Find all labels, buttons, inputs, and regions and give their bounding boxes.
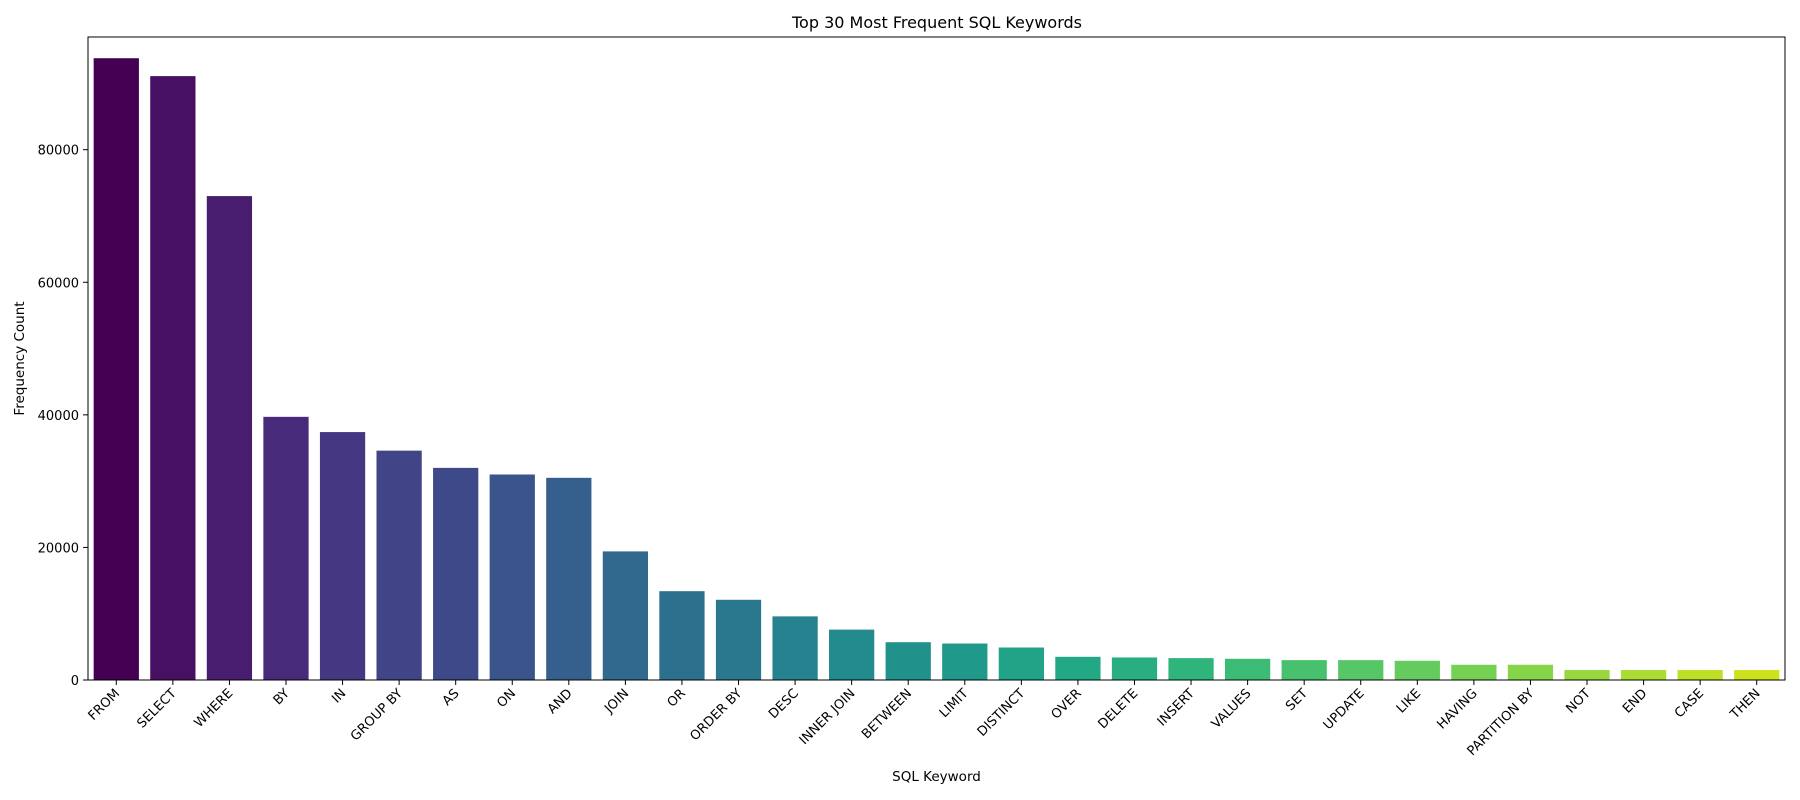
plot-frame	[87, 36, 1786, 681]
x-tick-label: JOIN	[601, 686, 632, 717]
x-tick-label: DELETE	[1095, 686, 1141, 732]
y-tick-label: 40000	[38, 409, 79, 424]
bar-from	[93, 58, 139, 680]
bar-over	[1055, 656, 1101, 680]
x-tick-label: ORDER BY	[687, 686, 745, 744]
x-tick-label: SELECT	[134, 686, 179, 731]
y-tick-label: 20000	[38, 541, 79, 556]
bar-inner-join	[829, 629, 875, 680]
bar-having	[1451, 664, 1497, 680]
y-tick-label: 60000	[38, 276, 79, 291]
bars-group	[93, 58, 1780, 681]
x-tick-label: DISTINCT	[975, 686, 1029, 740]
bar-values	[1224, 658, 1271, 680]
x-tick-label: FROM	[86, 686, 123, 723]
bar-update	[1338, 660, 1384, 680]
x-tick-label: END	[1620, 686, 1650, 716]
x-tick-label: ON	[494, 686, 519, 711]
bar-set	[1281, 660, 1327, 680]
bar-then	[1734, 670, 1780, 680]
x-tick-label: BY	[271, 686, 293, 708]
x-tick-label: INSERT	[1155, 686, 1198, 729]
x-tick-label: AS	[440, 686, 463, 709]
y-axis-ticks: 0 20000 40000 60000 80000	[38, 144, 88, 689]
bar-insert	[1168, 658, 1214, 680]
bar-order-by	[715, 599, 762, 680]
bar-like	[1394, 660, 1440, 680]
x-axis-label: SQL Keyword	[892, 769, 981, 785]
bar-delete	[1111, 657, 1158, 680]
x-tick-label: BETWEEN	[859, 686, 915, 742]
bar-select	[150, 76, 196, 681]
bar-partition-by	[1507, 664, 1554, 680]
bar-by	[263, 416, 309, 680]
x-tick-label: OR	[665, 686, 689, 710]
x-tick-label: DESC	[766, 686, 802, 722]
x-tick-label: INNER JOIN	[797, 686, 859, 748]
y-tick-label: 80000	[38, 144, 79, 159]
chart-title: Top 30 Most Frequent SQL Keywords	[791, 13, 1082, 32]
x-tick-label: WHERE	[192, 686, 237, 731]
bar-and	[546, 477, 592, 680]
bar-where	[206, 196, 253, 681]
x-tick-label: NOT	[1564, 686, 1594, 716]
bar-case	[1677, 670, 1723, 680]
bar-group-by	[376, 450, 422, 680]
bar-in	[319, 432, 366, 680]
x-tick-label: GROUP BY	[348, 686, 406, 744]
x-tick-label: OVER	[1049, 686, 1085, 722]
bar-or	[659, 591, 705, 680]
x-tick-label: THEN	[1727, 686, 1764, 723]
x-tick-label: UPDATE	[1321, 686, 1368, 733]
x-tick-label: VALUES	[1209, 686, 1255, 732]
bar-limit	[942, 643, 988, 680]
bar-as	[433, 467, 479, 680]
bar-join	[602, 551, 649, 680]
y-axis-label: Frequency Count	[12, 301, 28, 415]
bar-desc	[772, 616, 818, 680]
bar-end	[1620, 670, 1667, 680]
x-tick-label: IN	[329, 686, 349, 706]
bar-between	[885, 642, 931, 680]
x-tick-label: LIKE	[1394, 686, 1424, 716]
x-tick-label: AND	[545, 686, 576, 717]
bar-not	[1564, 670, 1610, 680]
x-tick-label: LIMIT	[937, 686, 972, 721]
bar-distinct	[998, 647, 1044, 680]
x-tick-label: HAVING	[1434, 686, 1480, 732]
x-tick-label: CASE	[1672, 686, 1707, 721]
bar-on	[489, 474, 535, 680]
y-tick-label: 0	[71, 674, 79, 689]
x-tick-label: SET	[1283, 686, 1311, 714]
